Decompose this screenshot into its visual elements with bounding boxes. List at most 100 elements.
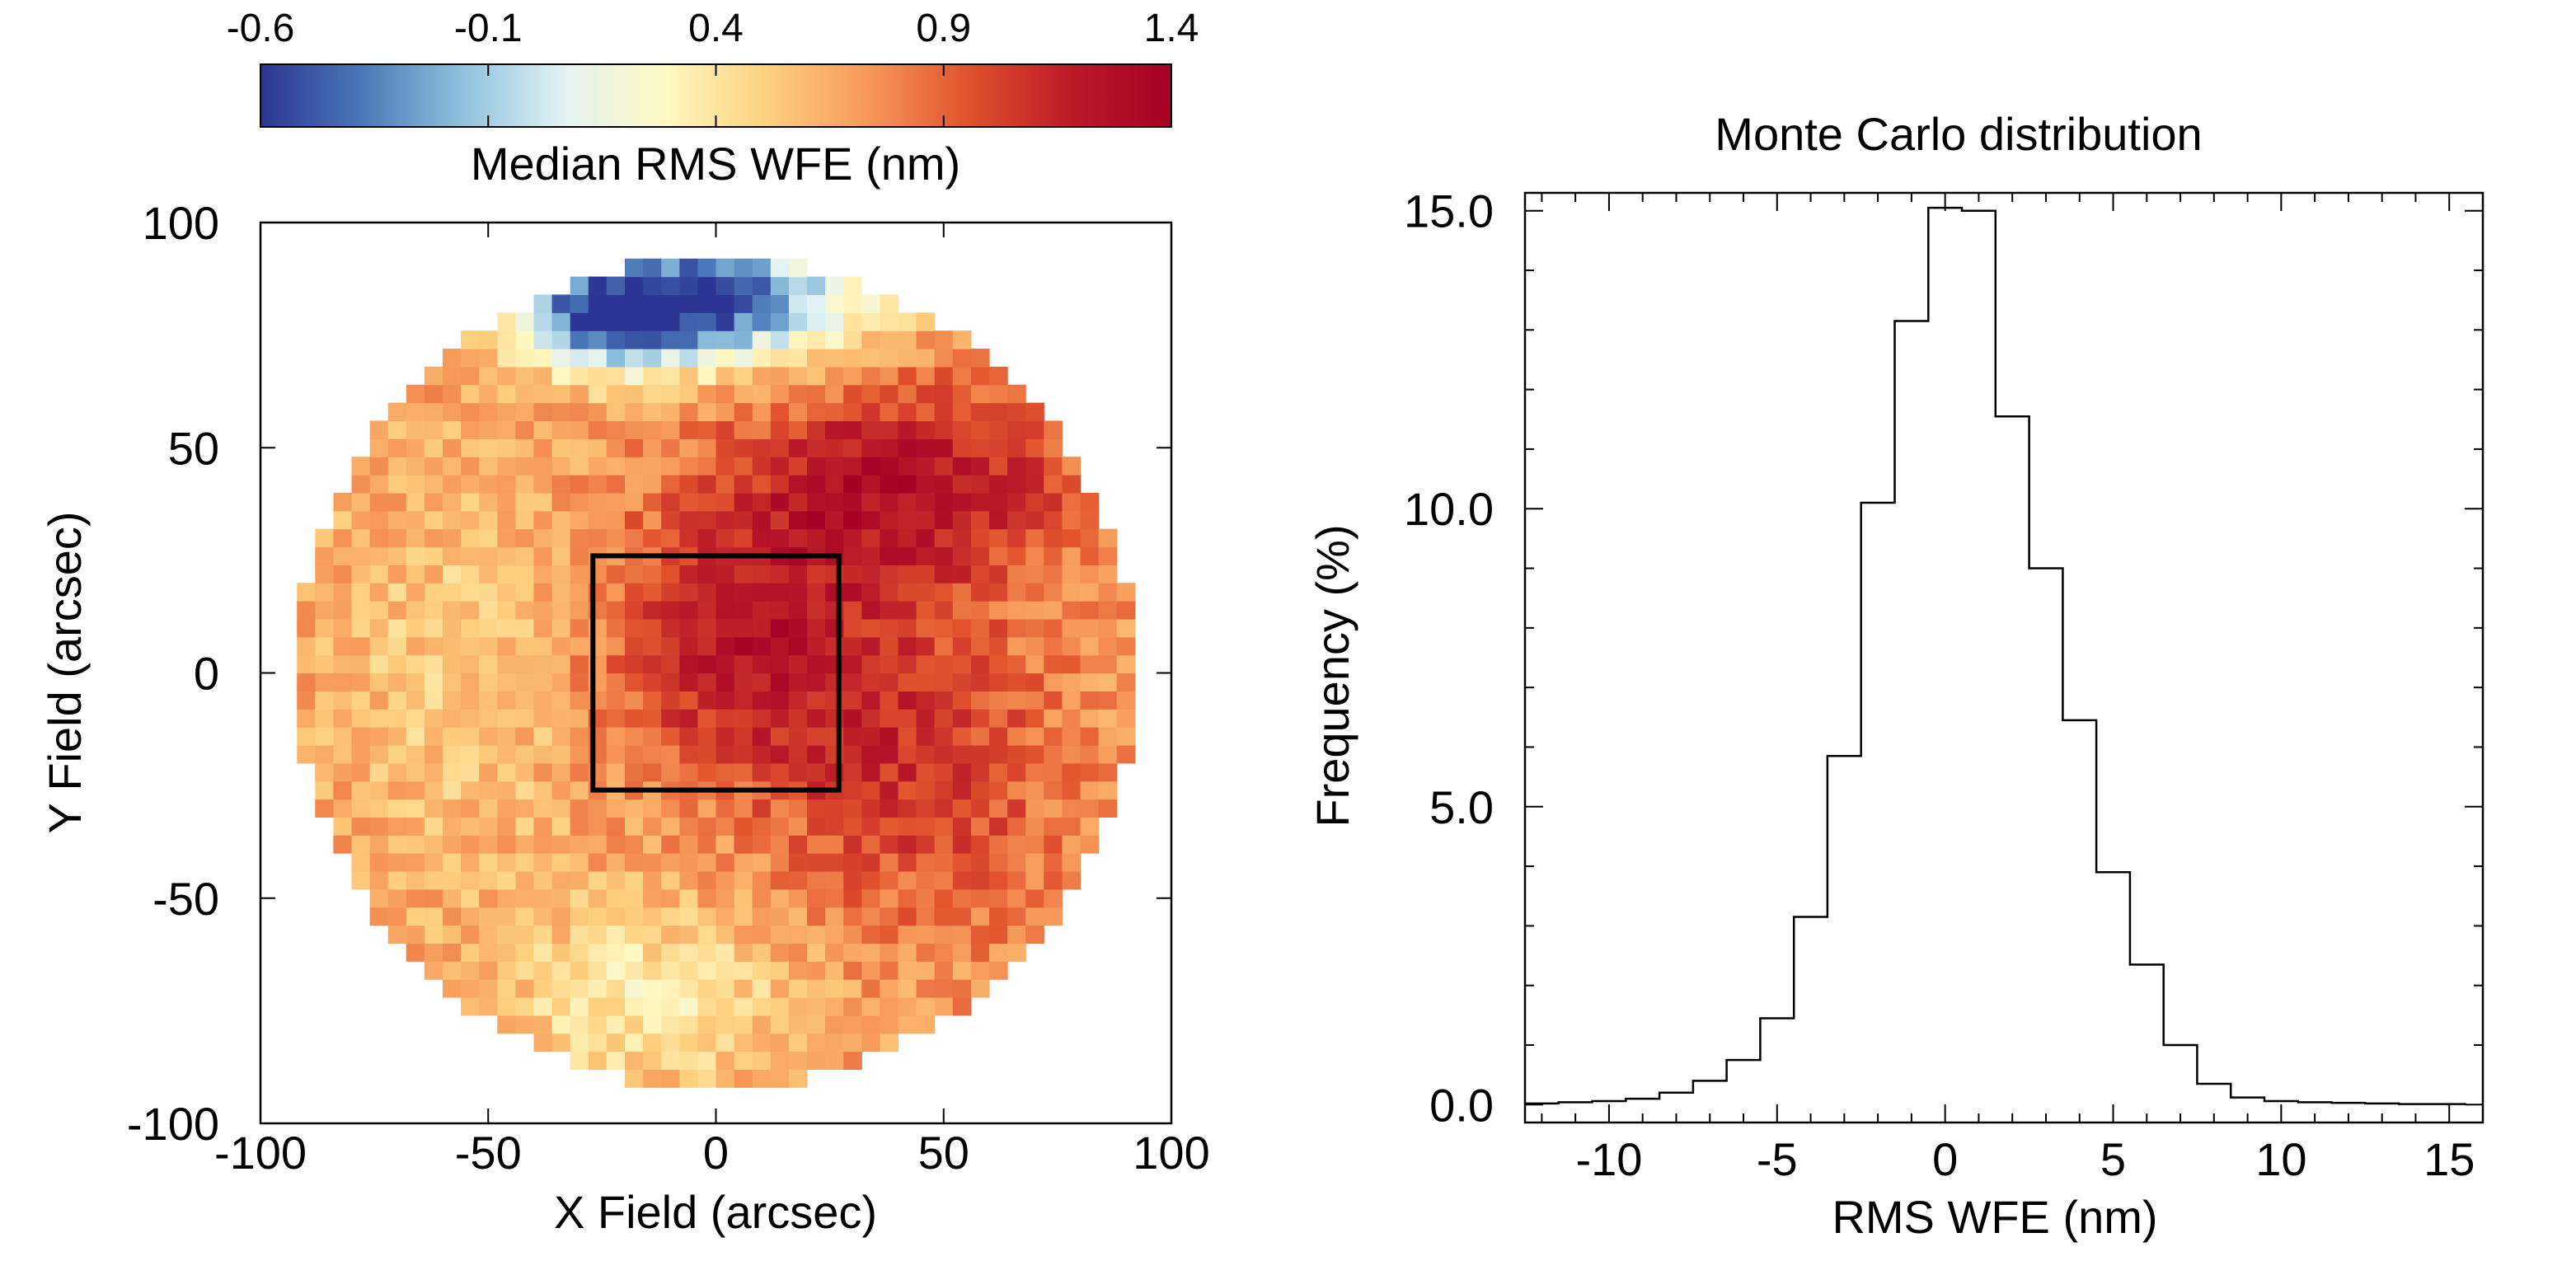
heatmap-cell — [1098, 673, 1118, 691]
heatmap-cell — [788, 817, 808, 836]
heatmap-cell — [825, 835, 844, 854]
heatmap-cell — [497, 457, 516, 476]
heatmap-cell — [716, 979, 735, 998]
heatmap-cell — [387, 888, 407, 908]
heatmap-cell — [716, 654, 735, 674]
heatmap-cell — [898, 870, 917, 890]
heatmap-cell — [825, 402, 844, 422]
heatmap-cell — [788, 961, 808, 980]
heatmap-cell — [861, 475, 880, 494]
heatmap-cell — [825, 510, 844, 530]
heatmap-cell — [989, 457, 1008, 476]
heatmap-cell — [916, 601, 936, 620]
heatmap-cell — [989, 925, 1008, 944]
heatmap-cell — [843, 583, 862, 602]
heatmap-cell — [934, 583, 954, 602]
heatmap-cell — [533, 888, 553, 908]
heatmap-cell — [643, 925, 662, 944]
heatmap-cell — [606, 907, 626, 926]
heatmap-cell — [952, 565, 972, 584]
heatmap-cell — [533, 384, 553, 404]
heatmap-cell — [497, 349, 516, 368]
heatmap-cell — [1098, 780, 1118, 800]
heatmap-cell — [461, 961, 480, 980]
heatmap-cell — [551, 835, 571, 854]
heatmap-cell — [734, 384, 753, 404]
heatmap-cell — [843, 853, 862, 872]
heatmap-cell — [716, 618, 735, 638]
heatmap-cell — [1062, 762, 1082, 782]
heatmap-cell — [734, 888, 753, 908]
histogram-x-label: RMS WFE (nm) — [1832, 1191, 2157, 1243]
heatmap-cell — [916, 780, 936, 800]
heatmap-cell — [880, 294, 899, 313]
heatmap-cell — [697, 475, 717, 494]
heatmap-cell — [898, 384, 917, 404]
heatmap-cell — [716, 384, 735, 404]
heatmap-cell — [880, 636, 899, 656]
heatmap-cell — [697, 528, 717, 548]
heatmap-cell — [898, 457, 917, 476]
heatmap-cell — [697, 457, 717, 476]
heatmap-cell — [770, 528, 790, 548]
heatmap-cell — [479, 979, 498, 998]
heatmap-cell — [570, 402, 589, 422]
heatmap-cell — [1007, 618, 1026, 638]
heatmap-cell — [734, 420, 753, 439]
heatmap-cell — [387, 475, 407, 494]
heatmap-cell — [788, 492, 808, 512]
heatmap-cell — [661, 727, 680, 746]
heatmap-cell — [752, 961, 772, 980]
heatmap-cell — [734, 528, 753, 548]
heatmap-cell — [661, 979, 680, 998]
heatmap-cell — [679, 601, 698, 620]
heatmap-cell — [606, 979, 626, 998]
heatmap-cell — [515, 492, 535, 512]
heatmap-cell — [716, 762, 735, 782]
heatmap-cell — [697, 276, 717, 296]
heatmap-cell — [1007, 817, 1026, 836]
heatmap-cell — [989, 546, 1008, 565]
heatmap-cell — [570, 366, 589, 386]
heatmap-cell — [770, 907, 790, 926]
heatmap-cell — [625, 366, 644, 386]
heatmap-cell — [788, 258, 808, 278]
heatmap-cell — [1025, 420, 1044, 439]
heatmap-cell — [661, 618, 680, 638]
heatmap-cell — [898, 762, 917, 782]
heatmap-cell — [916, 907, 936, 926]
heatmap-cell — [625, 312, 644, 331]
heatmap-cell — [570, 727, 589, 746]
heatmap-cell — [679, 817, 698, 836]
heatmap-cell — [570, 420, 589, 439]
heatmap-cell — [625, 457, 644, 476]
heatmap-cell — [989, 510, 1008, 530]
heatmap-cell — [697, 943, 717, 962]
heatmap-cell — [825, 996, 844, 1016]
heatmap-cell — [533, 709, 553, 728]
heatmap-cell — [533, 636, 553, 656]
heatmap-cell — [497, 709, 516, 728]
heatmap-cell — [387, 583, 407, 602]
heatmap-cell — [952, 330, 972, 349]
heatmap-cell — [1007, 762, 1026, 782]
heatmap-cell — [1007, 654, 1026, 674]
heatmap-cell — [387, 709, 407, 728]
heatmap-cell — [1098, 636, 1118, 656]
heatmap-cell — [515, 835, 535, 854]
heatmap-cell — [916, 1015, 936, 1034]
heatmap-cell — [424, 420, 443, 439]
heatmap-cell — [1116, 636, 1136, 656]
heatmap-cell — [788, 727, 808, 746]
heatmap-cell — [1044, 618, 1063, 638]
heatmap-cell — [1007, 709, 1026, 728]
heatmap-cell — [1007, 780, 1026, 800]
heatmap-cell — [970, 870, 990, 890]
heatmap-cell — [479, 780, 498, 800]
heatmap-cell — [533, 438, 553, 457]
heatmap-cell — [734, 636, 753, 656]
heatmap-cell — [515, 475, 535, 494]
heatmap-cell — [424, 384, 443, 404]
heatmap-cell — [788, 691, 808, 710]
heatmap-cell — [861, 546, 880, 565]
